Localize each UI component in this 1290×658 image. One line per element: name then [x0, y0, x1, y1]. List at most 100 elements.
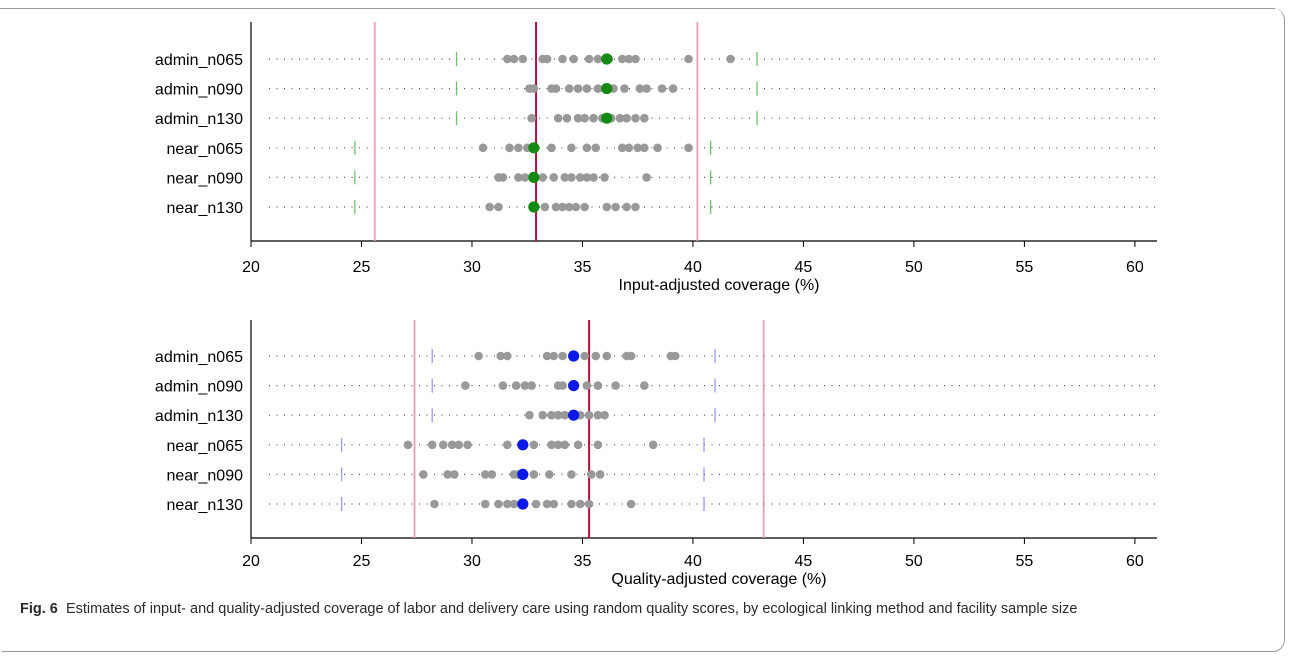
- draw-point: [480, 470, 490, 479]
- draw-point: [633, 143, 643, 153]
- draw-point: [529, 84, 539, 93]
- x-tick-label: 40: [684, 553, 702, 570]
- draw-point: [617, 143, 627, 153]
- estimate-point: [517, 468, 529, 480]
- draw-point: [547, 440, 556, 450]
- draw-point: [531, 499, 541, 509]
- draw-point: [542, 499, 552, 509]
- x-tick-label: 20: [242, 553, 260, 570]
- draw-point: [631, 202, 640, 212]
- draw-point: [494, 202, 503, 212]
- draw-point: [567, 173, 576, 182]
- draw-point: [657, 84, 667, 93]
- draw-point: [591, 351, 601, 361]
- draw-point: [427, 440, 437, 450]
- draw-point: [670, 351, 680, 361]
- draw-point: [403, 440, 413, 450]
- draw-point: [438, 440, 448, 450]
- x-axis-title: Quality-adjusted coverage (%): [611, 571, 826, 588]
- draw-point: [620, 84, 629, 93]
- draw-point: [640, 381, 649, 390]
- estimate-point: [601, 112, 613, 124]
- draw-point: [553, 410, 563, 420]
- draw-point: [635, 84, 645, 93]
- draw-point: [520, 173, 530, 182]
- draw-point: [485, 202, 494, 212]
- draw-point: [582, 381, 592, 390]
- x-tick-label: 25: [353, 259, 371, 276]
- draw-point: [593, 410, 603, 420]
- x-axis-title: Input-adjusted coverage (%): [619, 277, 820, 294]
- draw-point: [545, 470, 554, 479]
- estimate-point: [568, 380, 580, 392]
- row-label: near_n130: [166, 497, 243, 514]
- draw-point: [529, 470, 539, 479]
- draw-point: [580, 351, 589, 361]
- draw-point: [587, 470, 596, 479]
- x-tick-label: 45: [795, 553, 813, 570]
- draw-point: [631, 113, 640, 123]
- draw-point: [631, 54, 640, 64]
- draw-point: [553, 113, 563, 123]
- x-tick-label: 30: [463, 259, 481, 276]
- draw-point: [560, 173, 570, 182]
- draw-point: [726, 54, 735, 64]
- draw-point: [560, 410, 570, 420]
- draw-point: [624, 54, 634, 64]
- x-tick-label: 50: [905, 553, 923, 570]
- draw-point: [549, 173, 559, 182]
- draw-point: [600, 410, 609, 420]
- draw-point: [593, 440, 603, 450]
- draw-point: [558, 202, 567, 212]
- draw-point: [611, 202, 620, 212]
- draw-point: [582, 173, 592, 182]
- draw-point: [573, 440, 583, 450]
- draw-point: [503, 54, 512, 64]
- draw-point: [642, 173, 651, 182]
- draw-point: [498, 381, 508, 390]
- caption-text: Estimates of input- and quality-adjusted…: [65, 601, 1078, 617]
- draw-point: [560, 440, 570, 450]
- draw-point: [564, 202, 574, 212]
- draw-point: [542, 351, 552, 361]
- draw-point: [487, 470, 497, 479]
- row-label: near_n065: [166, 438, 243, 455]
- x-tick-label: 20: [242, 259, 260, 276]
- draw-point: [551, 84, 561, 93]
- estimate-point: [568, 350, 580, 362]
- draw-point: [593, 84, 603, 93]
- draw-point: [430, 499, 439, 509]
- draw-point: [474, 351, 483, 361]
- draw-point: [617, 54, 627, 64]
- draw-point: [575, 173, 585, 182]
- draw-point: [538, 410, 547, 420]
- draw-point: [589, 113, 598, 123]
- draw-point: [640, 143, 649, 153]
- draw-point: [642, 84, 651, 93]
- draw-point: [505, 143, 514, 153]
- draw-point: [527, 381, 536, 390]
- x-tick-label: 35: [574, 553, 592, 570]
- quality-adjusted-panel: 20 25 30 35 40 45 50 55 60 Quality-adjusted cover…: [155, 320, 1157, 588]
- draw-point: [547, 143, 556, 153]
- draw-point: [509, 499, 519, 509]
- draw-point: [622, 202, 631, 212]
- row-label: admin_n090: [155, 379, 243, 396]
- draw-point: [615, 113, 625, 123]
- draw-point: [624, 143, 634, 153]
- draw-point: [567, 470, 576, 479]
- draw-point: [580, 113, 589, 123]
- draw-point: [549, 499, 559, 509]
- draw-point: [454, 440, 464, 450]
- row-label: admin_n065: [155, 349, 243, 366]
- row-label: near_n065: [166, 141, 243, 158]
- x-tick-label: 30: [463, 553, 481, 570]
- draw-point: [653, 143, 662, 153]
- draw-point: [503, 351, 512, 361]
- draw-point: [518, 54, 528, 64]
- draw-point: [461, 381, 470, 390]
- draw-point: [480, 499, 490, 509]
- figure-caption: Fig. 6 Estimates of input- and quality-a…: [20, 599, 1260, 620]
- x-tick-label: 40: [684, 259, 702, 276]
- row-label: admin_n065: [155, 52, 243, 69]
